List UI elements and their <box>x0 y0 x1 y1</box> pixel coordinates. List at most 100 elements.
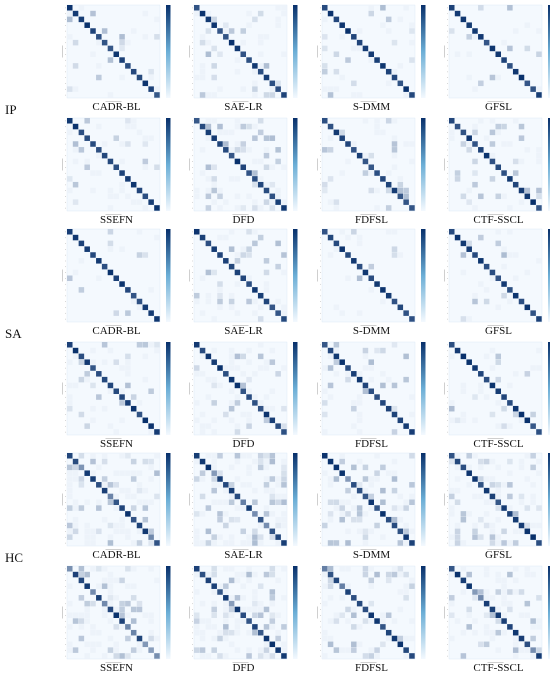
off-diagonal-cell <box>339 595 345 601</box>
off-diagonal-cell <box>194 571 200 578</box>
off-diagonal-cell <box>489 528 496 535</box>
off-diagonal-cell <box>217 482 223 488</box>
diagonal-cell <box>501 170 507 176</box>
off-diagonal-cell <box>397 181 404 188</box>
y-tick <box>65 24 66 26</box>
off-diagonal-cell <box>536 193 542 200</box>
off-diagonal-cell <box>223 653 229 659</box>
off-diagonal-cell <box>257 612 264 619</box>
off-diagonal-cell <box>217 583 223 589</box>
off-diagonal-cell <box>252 528 258 535</box>
off-diagonal-cell <box>252 394 258 400</box>
off-diagonal-cell <box>374 476 380 482</box>
off-diagonal-cell <box>518 589 525 595</box>
y-tick <box>192 59 193 61</box>
diagonal-cell <box>281 540 287 546</box>
y-tick <box>65 48 66 49</box>
panel-ip-dfd: DFD <box>189 117 298 226</box>
off-diagonal-cell <box>322 365 328 371</box>
y-tick <box>447 609 448 610</box>
off-diagonal-cell <box>228 534 235 540</box>
diagonal-cell <box>460 16 467 23</box>
off-diagonal-cell <box>333 499 340 506</box>
off-diagonal-cell <box>228 147 235 153</box>
off-diagonal-cell <box>252 458 258 465</box>
y-tick <box>447 260 448 262</box>
off-diagonal-cell <box>391 68 398 75</box>
diagonal-cell <box>223 371 229 377</box>
y-tick <box>320 65 321 67</box>
diagonal-cell <box>96 147 102 153</box>
diagonal-cell <box>142 528 149 535</box>
dataset-label-ip: IP <box>5 102 17 117</box>
off-diagonal-cell <box>391 118 398 124</box>
off-diagonal-cell <box>90 600 96 607</box>
off-diagonal-cell <box>483 624 490 630</box>
off-diagonal-cell <box>217 292 223 299</box>
off-diagonal-cell <box>194 458 200 465</box>
diagonal-cell <box>518 187 525 194</box>
off-diagonal-cell <box>275 158 281 165</box>
off-diagonal-cell <box>211 453 217 459</box>
off-diagonal-cell <box>391 141 398 147</box>
off-diagonal-cell <box>518 199 525 205</box>
off-diagonal-cell <box>119 39 125 46</box>
off-diagonal-cell <box>460 411 467 418</box>
off-diagonal-cell <box>252 298 258 305</box>
off-diagonal-cell <box>368 647 375 653</box>
off-diagonal-cell <box>281 365 287 371</box>
y-tick <box>320 638 321 640</box>
off-diagonal-cell <box>228 229 235 235</box>
off-diagonal-cell <box>107 499 114 506</box>
diagonal-cell <box>501 618 507 624</box>
y-tick <box>447 591 448 593</box>
diagonal-cell <box>246 281 252 287</box>
off-diagonal-cell <box>524 647 531 653</box>
y-tick <box>65 472 66 474</box>
diagonal-cell <box>194 229 200 235</box>
off-diagonal-cell <box>125 600 131 607</box>
off-diagonal-cell <box>223 618 229 624</box>
off-diagonal-cell <box>148 429 154 435</box>
diagonal-cell <box>101 263 108 270</box>
off-diagonal-cell <box>489 629 496 636</box>
off-diagonal-cell <box>362 566 369 572</box>
off-diagonal-cell <box>269 347 276 354</box>
method-label: SSEFN <box>100 438 133 450</box>
diagonal-cell <box>275 534 281 540</box>
off-diagonal-cell <box>507 141 513 147</box>
off-diagonal-cell <box>263 606 270 613</box>
off-diagonal-cell <box>125 453 131 459</box>
off-diagonal-cell <box>472 595 478 601</box>
off-diagonal-cell <box>217 281 223 287</box>
y-tick <box>192 367 193 369</box>
diagonal-cell <box>101 152 108 159</box>
off-diagonal-cell <box>269 476 276 482</box>
y-tick <box>320 542 321 544</box>
off-diagonal-cell <box>345 499 351 506</box>
off-diagonal-cell <box>524 522 531 529</box>
off-diagonal-cell <box>257 453 264 459</box>
diagonal-cell <box>130 181 137 188</box>
off-diagonal-cell <box>507 493 513 500</box>
diagonal-cell <box>119 505 125 511</box>
off-diagonal-cell <box>489 482 496 488</box>
y-tick <box>192 36 193 38</box>
diagonal-cell <box>466 135 472 141</box>
off-diagonal-cell <box>380 22 386 28</box>
off-diagonal-cell <box>84 118 90 124</box>
off-diagonal-cell <box>269 388 276 395</box>
y-tick <box>65 149 66 151</box>
diagonal-cell <box>90 589 96 595</box>
diagonal-cell <box>107 269 114 276</box>
off-diagonal-cell <box>524 453 531 459</box>
off-diagonal-cell <box>356 45 363 52</box>
diagonal-cell <box>211 583 217 589</box>
diagonal-cell <box>107 45 114 52</box>
diagonal-cell <box>142 80 149 87</box>
y-tick <box>447 19 448 20</box>
diagonal-cell <box>217 476 223 482</box>
diagonal-cell <box>67 229 73 235</box>
off-diagonal-cell <box>512 647 519 653</box>
y-tick <box>192 649 193 651</box>
